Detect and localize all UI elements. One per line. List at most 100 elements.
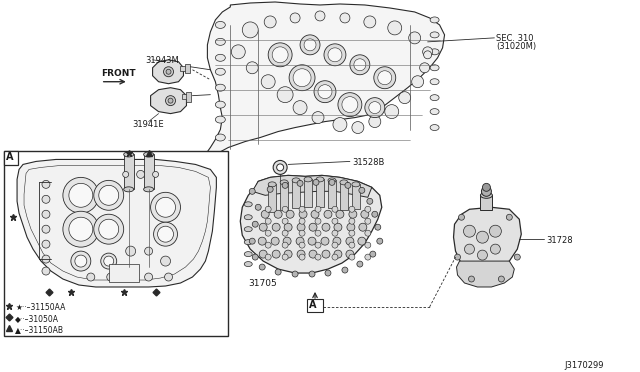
Circle shape	[166, 96, 175, 106]
Circle shape	[42, 255, 50, 263]
Circle shape	[342, 97, 358, 113]
Circle shape	[336, 210, 344, 218]
Circle shape	[168, 98, 173, 103]
Text: 31728: 31728	[546, 236, 573, 245]
Circle shape	[284, 223, 292, 231]
Circle shape	[357, 261, 363, 267]
Ellipse shape	[216, 68, 225, 75]
Circle shape	[322, 223, 330, 231]
Circle shape	[156, 197, 175, 217]
Circle shape	[258, 237, 266, 245]
Text: A: A	[6, 153, 13, 163]
Ellipse shape	[430, 79, 439, 85]
Bar	[109, 264, 139, 282]
Circle shape	[352, 122, 364, 134]
Circle shape	[157, 226, 173, 242]
Circle shape	[365, 206, 371, 212]
Circle shape	[309, 250, 317, 258]
Circle shape	[309, 223, 317, 231]
Circle shape	[499, 276, 504, 282]
Text: SEC. 310: SEC. 310	[497, 34, 534, 43]
Circle shape	[69, 217, 93, 241]
Text: ◆··–31050A: ◆··–31050A	[15, 314, 59, 323]
Circle shape	[399, 92, 411, 104]
Circle shape	[299, 254, 305, 260]
Circle shape	[311, 210, 319, 218]
Circle shape	[264, 16, 276, 28]
Circle shape	[94, 214, 124, 244]
Circle shape	[297, 250, 305, 258]
Circle shape	[454, 254, 461, 260]
Circle shape	[293, 69, 311, 87]
Circle shape	[299, 206, 305, 212]
Circle shape	[314, 81, 336, 103]
Circle shape	[374, 67, 396, 89]
Polygon shape	[205, 2, 445, 160]
Ellipse shape	[124, 187, 134, 192]
Circle shape	[161, 256, 170, 266]
Circle shape	[315, 11, 325, 21]
Bar	[280, 182, 288, 210]
Circle shape	[424, 51, 431, 59]
Circle shape	[409, 32, 420, 44]
Circle shape	[284, 250, 292, 258]
Circle shape	[286, 210, 294, 218]
Circle shape	[359, 187, 365, 193]
Ellipse shape	[216, 38, 225, 45]
Circle shape	[71, 251, 91, 271]
Circle shape	[261, 75, 275, 89]
Bar	[124, 154, 134, 189]
Circle shape	[283, 237, 291, 245]
Circle shape	[324, 210, 332, 218]
Circle shape	[325, 270, 331, 276]
Ellipse shape	[216, 116, 225, 123]
Ellipse shape	[430, 94, 439, 101]
Circle shape	[249, 238, 255, 244]
Bar	[268, 185, 276, 212]
Ellipse shape	[430, 49, 439, 55]
Circle shape	[359, 223, 367, 231]
Ellipse shape	[304, 177, 312, 182]
Ellipse shape	[143, 152, 154, 157]
Bar	[4, 151, 18, 166]
Circle shape	[365, 98, 385, 118]
Circle shape	[277, 87, 293, 103]
Circle shape	[154, 222, 177, 246]
Circle shape	[340, 13, 350, 23]
Circle shape	[463, 225, 476, 237]
Circle shape	[481, 186, 492, 196]
Circle shape	[282, 242, 288, 248]
Bar	[481, 195, 492, 210]
Ellipse shape	[244, 240, 252, 245]
Circle shape	[506, 214, 513, 220]
Circle shape	[332, 242, 338, 248]
Circle shape	[347, 223, 355, 231]
Circle shape	[63, 211, 99, 247]
Circle shape	[377, 238, 383, 244]
Circle shape	[249, 188, 255, 194]
Bar	[304, 179, 312, 207]
Bar	[340, 182, 348, 210]
Bar	[4, 151, 228, 336]
Bar	[143, 154, 154, 189]
Circle shape	[282, 182, 288, 188]
Circle shape	[349, 206, 355, 212]
Circle shape	[265, 218, 271, 224]
Ellipse shape	[216, 134, 225, 141]
Circle shape	[309, 271, 315, 277]
Text: A: A	[309, 300, 317, 310]
Bar	[316, 179, 324, 207]
Circle shape	[361, 210, 369, 218]
Circle shape	[282, 206, 288, 212]
Circle shape	[152, 171, 159, 177]
Ellipse shape	[244, 251, 252, 257]
Polygon shape	[240, 175, 382, 273]
Ellipse shape	[430, 65, 439, 71]
Circle shape	[292, 271, 298, 277]
Circle shape	[490, 225, 501, 237]
Polygon shape	[454, 207, 522, 273]
Text: 31943M: 31943M	[146, 56, 179, 65]
Circle shape	[318, 85, 332, 99]
Circle shape	[490, 244, 500, 254]
Circle shape	[137, 170, 145, 179]
